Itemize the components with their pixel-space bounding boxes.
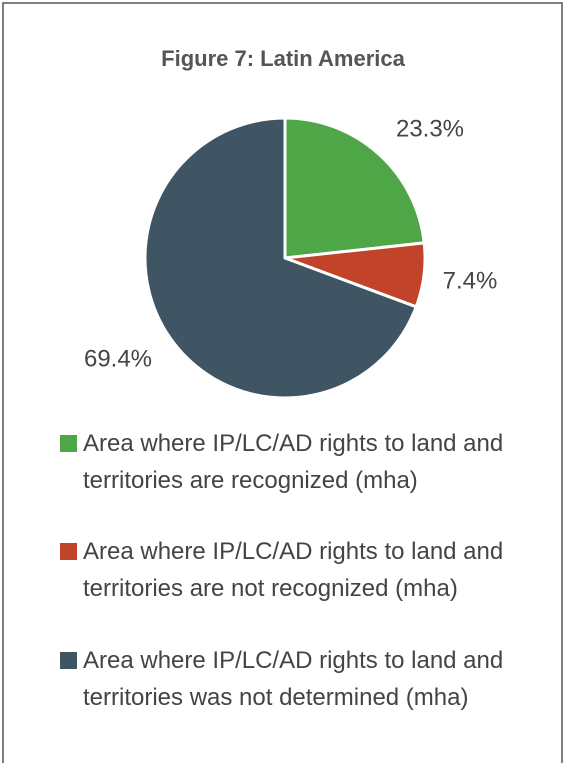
legend-label: Area where IP/LC/AD rights to land and t…: [83, 430, 504, 494]
legend-swatch: [60, 435, 77, 452]
legend-swatch: [60, 652, 77, 669]
legend-entry: Area where IP/LC/AD rights to land and t…: [60, 642, 530, 716]
legend-entry: Area where IP/LC/AD rights to land and t…: [60, 533, 530, 607]
data-label: 23.3%: [396, 115, 464, 142]
data-label: 69.4%: [84, 345, 152, 372]
legend-label: Area where IP/LC/AD rights to land and t…: [83, 647, 504, 711]
legend-entry: Area where IP/LC/AD rights to land and t…: [60, 425, 530, 499]
chart-title: Figure 7: Latin America: [161, 46, 405, 71]
pie-slice: [283, 116, 426, 260]
legend-swatch: [60, 543, 77, 560]
data-label: 7.4%: [443, 267, 498, 294]
pie-slice: [143, 116, 419, 400]
legend-label: Area where IP/LC/AD rights to land and t…: [83, 538, 504, 602]
